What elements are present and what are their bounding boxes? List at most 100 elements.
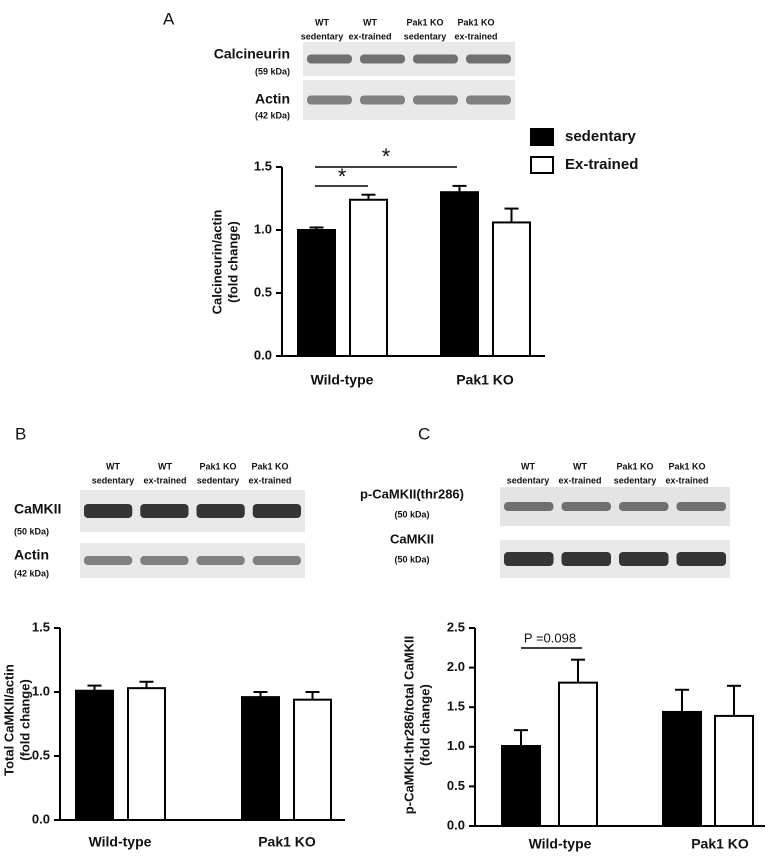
blot-row-unit: (42 kDa) (255, 110, 290, 120)
blot-band (84, 556, 133, 565)
y-tick-label: 0.0 (32, 811, 50, 826)
legend-swatch (530, 128, 554, 146)
y-tick-label: 1.0 (254, 221, 272, 236)
significance-label: P =0.098 (524, 630, 576, 645)
blot-band (504, 552, 554, 566)
blot-band (307, 54, 352, 64)
blot-row-unit: (50 kDa) (394, 554, 429, 564)
y-axis-label: Calcineurin/actin (209, 210, 224, 315)
lane-label: Pak1 KO (457, 17, 494, 27)
lane-label: WT (363, 17, 377, 27)
y-tick-label: 0.5 (32, 747, 50, 762)
blot-row-unit: (50 kDa) (394, 509, 429, 519)
lane-label: sedentary (507, 475, 550, 485)
blot-band (196, 556, 245, 565)
y-axis-label: p-CaMKII-thr286/total CaMKII (401, 636, 416, 814)
legend-swatch (530, 156, 554, 174)
lane-label: WT (106, 461, 120, 471)
lane-label: sedentary (404, 31, 447, 41)
blot-row-unit: (42 kDa) (14, 568, 49, 578)
bar (293, 698, 332, 821)
y-tick-label: 1.5 (254, 158, 272, 173)
x-tick-label: Wild-type (311, 372, 374, 388)
y-axis-label: (fold change) (417, 684, 432, 766)
bar (75, 689, 114, 821)
legend-label: Ex-trained (565, 156, 638, 173)
bar (297, 229, 336, 357)
y-tick-label: 0.0 (447, 817, 465, 832)
lane-label: ex-trained (454, 31, 497, 41)
bar (440, 191, 479, 357)
lane-label: Pak1 KO (668, 461, 705, 471)
bar (714, 714, 754, 827)
y-axis-label: (fold change) (17, 679, 32, 761)
blot-band (619, 502, 669, 511)
bar (349, 198, 388, 357)
lane-label: Pak1 KO (406, 17, 443, 27)
y-tick-label: 2.5 (447, 619, 465, 634)
lane-label: sedentary (197, 475, 240, 485)
y-tick-label: 1.0 (32, 683, 50, 698)
blot-band (413, 54, 458, 64)
panel-label: C (418, 424, 430, 443)
y-axis-label: Total CaMKII/actin (1, 664, 16, 776)
blot-band (466, 95, 511, 105)
blot-row-unit: (50 kDa) (14, 526, 49, 536)
y-axis-label: (fold change) (225, 221, 240, 303)
lane-label: ex-trained (348, 31, 391, 41)
blot-band (561, 552, 611, 566)
lane-label: ex-trained (143, 475, 186, 485)
blot-band (84, 504, 133, 518)
blot-band (252, 504, 301, 518)
y-tick-label: 2.0 (447, 659, 465, 674)
blot-band (140, 556, 189, 565)
blot-row-unit: (59 kDa) (255, 66, 290, 76)
panel-label: A (163, 9, 175, 28)
significance-label: * (338, 164, 347, 189)
lane-label: WT (521, 461, 535, 471)
blot-band (252, 556, 301, 565)
lane-label: sedentary (92, 475, 135, 485)
blot-band (413, 95, 458, 105)
y-tick-label: 0.5 (447, 778, 465, 793)
bar (241, 696, 280, 821)
blot-row-name: Actin (255, 91, 290, 107)
y-tick-label: 1.5 (447, 699, 465, 714)
lane-label: sedentary (301, 31, 344, 41)
lane-label: Pak1 KO (251, 461, 288, 471)
lane-label: WT (158, 461, 172, 471)
bar (662, 710, 702, 828)
x-tick-label: Pak1 KO (258, 834, 316, 850)
x-tick-label: Wild-type (89, 834, 152, 850)
lane-label: ex-trained (558, 475, 601, 485)
y-tick-label: 1.0 (447, 738, 465, 753)
legend-label: sedentary (565, 128, 637, 145)
blot-band (561, 502, 611, 511)
lane-label: ex-trained (665, 475, 708, 485)
blot-row-name: Calcineurin (214, 46, 290, 62)
bar (558, 681, 598, 828)
lane-label: sedentary (614, 475, 657, 485)
panel-label: B (15, 424, 26, 443)
lane-label: ex-trained (248, 475, 291, 485)
blot-band (676, 502, 726, 511)
y-tick-label: 1.5 (32, 619, 50, 634)
bar (501, 745, 541, 827)
blot-band (307, 95, 352, 105)
x-tick-label: Pak1 KO (456, 372, 514, 388)
blot-band (196, 504, 245, 518)
blot-band (676, 552, 726, 566)
blot-row-name: p-CaMKII(thr286) (360, 486, 464, 501)
blot-band (140, 504, 189, 518)
lane-label: Pak1 KO (199, 461, 236, 471)
lane-label: WT (573, 461, 587, 471)
blot-band (360, 54, 405, 64)
bar (492, 221, 531, 357)
blot-row-name: Actin (14, 547, 49, 563)
y-tick-label: 0.0 (254, 347, 272, 362)
lane-label: WT (315, 17, 329, 27)
blot-row-name: CaMKII (14, 501, 61, 517)
y-tick-label: 0.5 (254, 284, 272, 299)
x-tick-label: Pak1 KO (691, 836, 749, 852)
